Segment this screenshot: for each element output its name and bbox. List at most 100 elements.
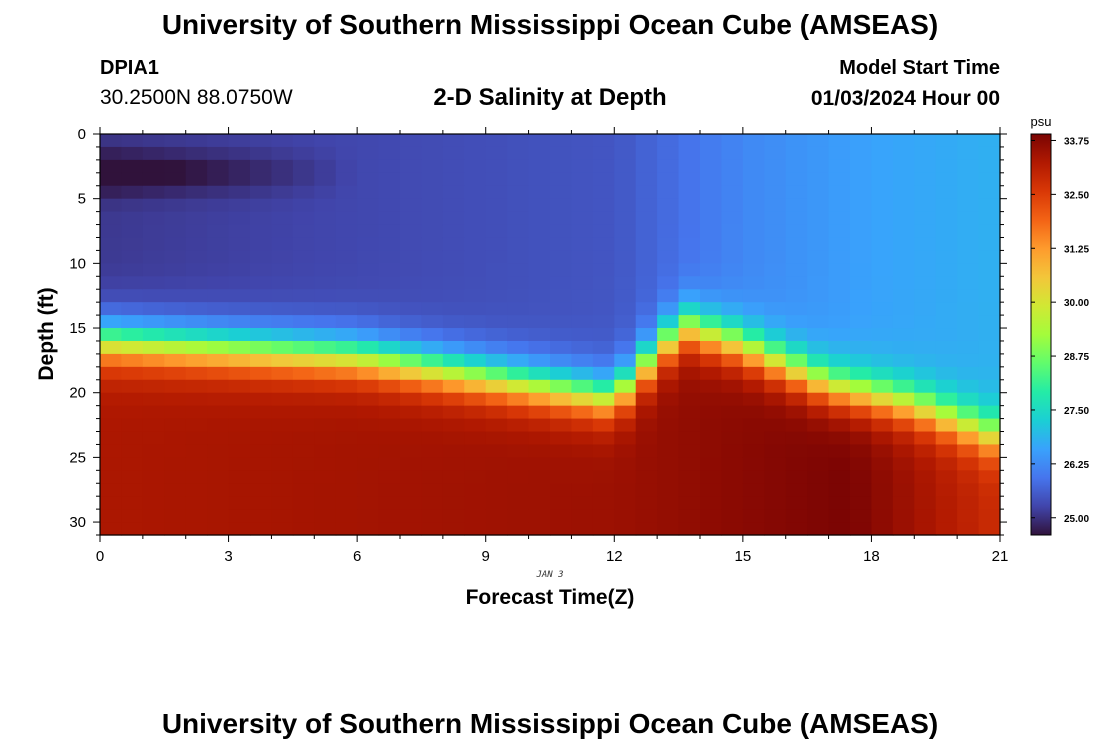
heatmap-cell xyxy=(978,431,1001,446)
heatmap-cell xyxy=(421,315,444,329)
heatmap-cell xyxy=(507,250,530,264)
heatmap-cell xyxy=(464,315,487,329)
heatmap-cell xyxy=(764,431,787,446)
colorbar-tick-label: 26.25 xyxy=(1064,460,1089,471)
heatmap-cell xyxy=(828,457,851,471)
heatmap-cell xyxy=(100,224,123,239)
heatmap-cell xyxy=(121,263,144,277)
heatmap-cell xyxy=(528,418,551,433)
heatmap-cell xyxy=(528,522,551,536)
heatmap-cell xyxy=(250,159,273,174)
heatmap-cell xyxy=(357,418,380,433)
heatmap-cell xyxy=(228,379,251,394)
heatmap-cell xyxy=(592,146,615,161)
heatmap-cell xyxy=(850,172,873,187)
heatmap-cell xyxy=(100,418,123,433)
heatmap-cell xyxy=(700,172,723,187)
heatmap-cell xyxy=(700,237,723,252)
heatmap-cell xyxy=(914,172,937,187)
heatmap-cell xyxy=(807,211,830,226)
heatmap-cell xyxy=(228,289,251,303)
heatmap-cell xyxy=(721,509,744,523)
heatmap-cell xyxy=(464,146,487,161)
heatmap-cell xyxy=(935,418,958,433)
heatmap-cell xyxy=(507,237,530,252)
heatmap-cell xyxy=(571,379,594,394)
heatmap-cell xyxy=(657,185,680,200)
heatmap-cell xyxy=(292,289,315,303)
heatmap-cell xyxy=(592,509,615,523)
heatmap-cell xyxy=(185,431,208,446)
heatmap-cell xyxy=(250,224,273,239)
heatmap-cell xyxy=(892,185,915,200)
heatmap-cell xyxy=(507,263,530,277)
heatmap-cell xyxy=(400,522,423,536)
heatmap-cell xyxy=(850,224,873,239)
heatmap-cell xyxy=(550,470,573,484)
heatmap-cell xyxy=(614,263,637,277)
heatmap-cell xyxy=(657,392,680,407)
heatmap-cell xyxy=(485,328,508,342)
heatmap-cell xyxy=(892,237,915,252)
heatmap-cell xyxy=(785,185,808,200)
heatmap-cell xyxy=(764,134,787,148)
heatmap-cell xyxy=(828,302,851,316)
heatmap-cell xyxy=(121,211,144,226)
heatmap-cell xyxy=(378,444,401,458)
heatmap-cell xyxy=(207,276,230,290)
heatmap-cell xyxy=(164,224,187,239)
heatmap-cell xyxy=(357,211,380,226)
heatmap-cell xyxy=(850,444,873,458)
heatmap-cell xyxy=(400,172,423,187)
heatmap-cell xyxy=(464,405,487,420)
heatmap-cell xyxy=(721,302,744,316)
heatmap-cell xyxy=(614,211,637,226)
heatmap-cell xyxy=(378,146,401,161)
heatmap-cell xyxy=(421,146,444,161)
heatmap-cell xyxy=(700,431,723,446)
heatmap-cell xyxy=(485,276,508,290)
heatmap-cell xyxy=(892,159,915,174)
heatmap-cell xyxy=(978,289,1001,303)
heatmap-cell xyxy=(378,457,401,471)
heatmap-cell xyxy=(528,263,551,277)
heatmap-cell xyxy=(271,379,294,394)
heatmap-cell xyxy=(207,211,230,226)
heatmap-cell xyxy=(378,379,401,394)
heatmap-cell xyxy=(550,289,573,303)
heatmap-cell xyxy=(978,392,1001,407)
heatmap-cell xyxy=(357,302,380,316)
heatmap-cell xyxy=(528,224,551,239)
heatmap-cell xyxy=(464,366,487,381)
heatmap-cell xyxy=(614,134,637,148)
heatmap-cell xyxy=(400,496,423,510)
heatmap-cell xyxy=(507,470,530,484)
heatmap-cell xyxy=(828,289,851,303)
heatmap-cell xyxy=(592,379,615,394)
heatmap-cell xyxy=(678,392,701,407)
heatmap-cell xyxy=(100,250,123,264)
heatmap-cell xyxy=(892,509,915,523)
heatmap-cell xyxy=(742,457,765,471)
heatmap-cell xyxy=(957,496,980,510)
heatmap-cell xyxy=(400,289,423,303)
heatmap-cell xyxy=(700,302,723,316)
heatmap-cell xyxy=(614,315,637,329)
heatmap-cell xyxy=(978,509,1001,523)
heatmap-cell xyxy=(892,483,915,497)
heatmap-cell xyxy=(121,405,144,420)
heatmap-cell xyxy=(314,470,337,484)
heatmap-cell xyxy=(957,263,980,277)
heatmap-cell xyxy=(871,328,894,342)
heatmap-cell xyxy=(571,237,594,252)
heatmap-cell xyxy=(828,185,851,200)
heatmap-cell xyxy=(657,405,680,420)
heatmap-cell xyxy=(892,198,915,213)
heatmap-cell xyxy=(721,353,744,368)
heatmap-cell xyxy=(528,340,551,355)
heatmap-cell xyxy=(335,353,358,368)
heatmap-cell xyxy=(292,444,315,458)
heatmap-cell xyxy=(592,237,615,252)
heatmap-cell xyxy=(207,444,230,458)
heatmap-cell xyxy=(507,366,530,381)
